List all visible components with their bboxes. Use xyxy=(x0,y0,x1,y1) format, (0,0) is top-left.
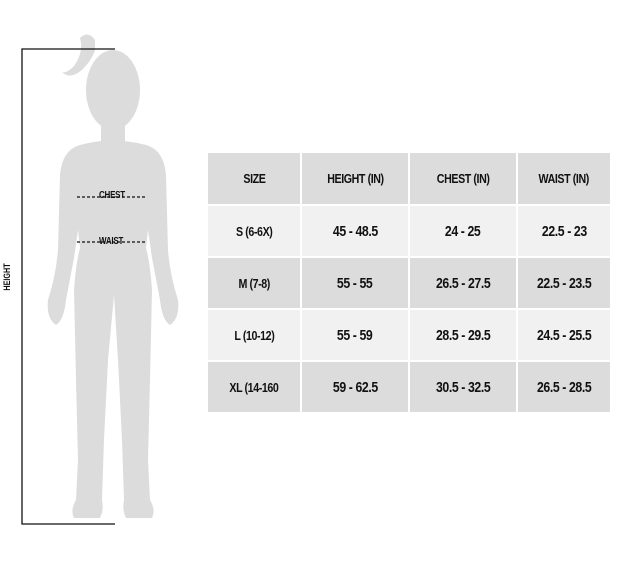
cell-chest: 26.5 - 27.5 xyxy=(410,258,516,308)
table-row: S (6-6X) 45 - 48.5 24 - 25 22.5 - 23 xyxy=(208,206,610,256)
silhouette-shape xyxy=(47,34,179,518)
cell-waist: 26.5 - 28.5 xyxy=(518,362,610,412)
cell-height: 55 - 59 xyxy=(302,310,408,360)
body-silhouette xyxy=(21,34,179,525)
table-row: M (7-8) 55 - 55 26.5 - 27.5 22.5 - 23.5 xyxy=(208,258,610,308)
chest-label: CHEST xyxy=(99,190,125,201)
waist-label: WAIST xyxy=(99,236,124,247)
header-waist: WAIST (IN) xyxy=(518,153,610,204)
header-height: HEIGHT (IN) xyxy=(302,153,408,204)
cell-waist: 22.5 - 23.5 xyxy=(518,258,610,308)
cell-height: 55 - 55 xyxy=(302,258,408,308)
cell-size: M (7-8) xyxy=(208,258,300,308)
height-label: HEIGHT xyxy=(2,263,13,291)
cell-size: L (10-12) xyxy=(208,310,300,360)
table-row: XL (14-160 59 - 62.5 30.5 - 32.5 26.5 - … xyxy=(208,362,610,412)
cell-chest: 28.5 - 29.5 xyxy=(410,310,516,360)
size-chart-table: SIZE HEIGHT (IN) CHEST (IN) WAIST (IN) S… xyxy=(206,151,612,414)
cell-size: S (6-6X) xyxy=(208,206,300,256)
cell-chest: 30.5 - 32.5 xyxy=(410,362,516,412)
cell-waist: 22.5 - 23 xyxy=(518,206,610,256)
height-bracket xyxy=(21,48,115,525)
cell-height: 59 - 62.5 xyxy=(302,362,408,412)
cell-chest: 24 - 25 xyxy=(410,206,516,256)
header-size: SIZE xyxy=(208,153,300,204)
table-row: L (10-12) 55 - 59 28.5 - 29.5 24.5 - 25.… xyxy=(208,310,610,360)
cell-waist: 24.5 - 25.5 xyxy=(518,310,610,360)
table-header-row: SIZE HEIGHT (IN) CHEST (IN) WAIST (IN) xyxy=(208,153,610,204)
header-chest: CHEST (IN) xyxy=(410,153,516,204)
cell-size: XL (14-160 xyxy=(208,362,300,412)
cell-height: 45 - 48.5 xyxy=(302,206,408,256)
measurement-lines xyxy=(77,196,147,243)
